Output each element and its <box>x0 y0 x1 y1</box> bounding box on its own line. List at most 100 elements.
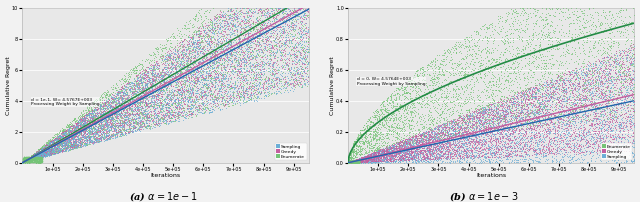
Point <box>215 87 225 90</box>
Point <box>406 146 417 149</box>
Point <box>212 59 222 63</box>
Point <box>369 154 379 157</box>
Point <box>129 107 140 110</box>
Point <box>79 128 90 132</box>
Point <box>374 152 384 155</box>
Point <box>220 88 230 92</box>
Point <box>22 160 33 163</box>
Point <box>413 130 424 134</box>
Point <box>150 106 161 109</box>
Point <box>83 130 93 134</box>
Point <box>138 115 148 118</box>
Point <box>68 143 79 146</box>
Point <box>61 142 72 145</box>
Point <box>242 94 252 97</box>
Point <box>234 95 244 98</box>
Point <box>499 140 509 143</box>
Point <box>187 50 197 53</box>
Point <box>415 152 425 155</box>
Point <box>549 79 559 82</box>
Point <box>199 67 209 70</box>
Point <box>204 73 214 76</box>
Point <box>135 73 145 76</box>
Point <box>95 101 105 104</box>
Point <box>207 52 217 55</box>
Point <box>384 153 394 156</box>
Point <box>211 78 221 82</box>
Point <box>599 127 609 131</box>
Point <box>79 134 90 137</box>
Point <box>107 114 117 117</box>
Point <box>172 93 182 97</box>
Point <box>545 5 556 8</box>
Point <box>54 143 65 146</box>
Point <box>602 94 612 97</box>
Point <box>214 14 224 17</box>
Point <box>136 109 146 112</box>
Point <box>525 143 536 146</box>
Point <box>252 5 262 9</box>
Point <box>568 122 578 126</box>
Point <box>268 40 278 43</box>
Point <box>371 143 381 147</box>
Point <box>242 87 252 90</box>
Point <box>72 145 82 149</box>
Point <box>352 139 362 142</box>
Point <box>476 145 486 148</box>
Point <box>609 58 619 61</box>
Point <box>480 124 490 128</box>
Point <box>544 139 554 142</box>
Point <box>193 42 203 45</box>
Point <box>559 105 570 108</box>
Point <box>239 37 250 41</box>
Point <box>108 124 118 127</box>
Point <box>140 94 150 97</box>
Point <box>52 141 62 144</box>
Point <box>392 147 402 150</box>
Point <box>517 127 527 130</box>
Point <box>98 113 108 116</box>
Point <box>141 102 151 106</box>
Point <box>116 128 127 131</box>
Point <box>625 133 636 137</box>
Point <box>451 132 461 136</box>
Point <box>456 69 466 73</box>
Point <box>172 104 182 107</box>
Point <box>441 134 451 137</box>
Point <box>440 160 451 163</box>
Point <box>611 57 621 60</box>
Point <box>166 103 176 106</box>
Point <box>145 110 156 113</box>
Point <box>526 130 536 134</box>
Point <box>449 148 459 152</box>
Point <box>370 150 380 153</box>
Point <box>116 124 126 127</box>
Point <box>550 79 561 82</box>
Point <box>598 112 609 116</box>
Point <box>498 105 508 108</box>
Point <box>438 100 448 103</box>
Point <box>604 100 614 103</box>
Point <box>208 104 218 108</box>
Point <box>113 86 124 89</box>
Point <box>166 88 176 91</box>
Point <box>414 160 424 163</box>
Point <box>229 100 239 103</box>
Point <box>615 1 625 5</box>
Point <box>602 108 612 111</box>
Point <box>191 69 201 73</box>
Point <box>392 140 403 143</box>
Point <box>392 132 403 135</box>
Point <box>177 50 188 53</box>
Point <box>469 41 479 44</box>
Point <box>389 142 399 145</box>
Point <box>623 146 634 150</box>
Point <box>164 49 175 52</box>
Point <box>174 55 184 58</box>
Point <box>481 126 491 129</box>
Point <box>495 104 505 107</box>
Point <box>379 153 389 156</box>
Point <box>246 27 256 31</box>
Point <box>422 92 432 95</box>
Point <box>462 137 472 140</box>
